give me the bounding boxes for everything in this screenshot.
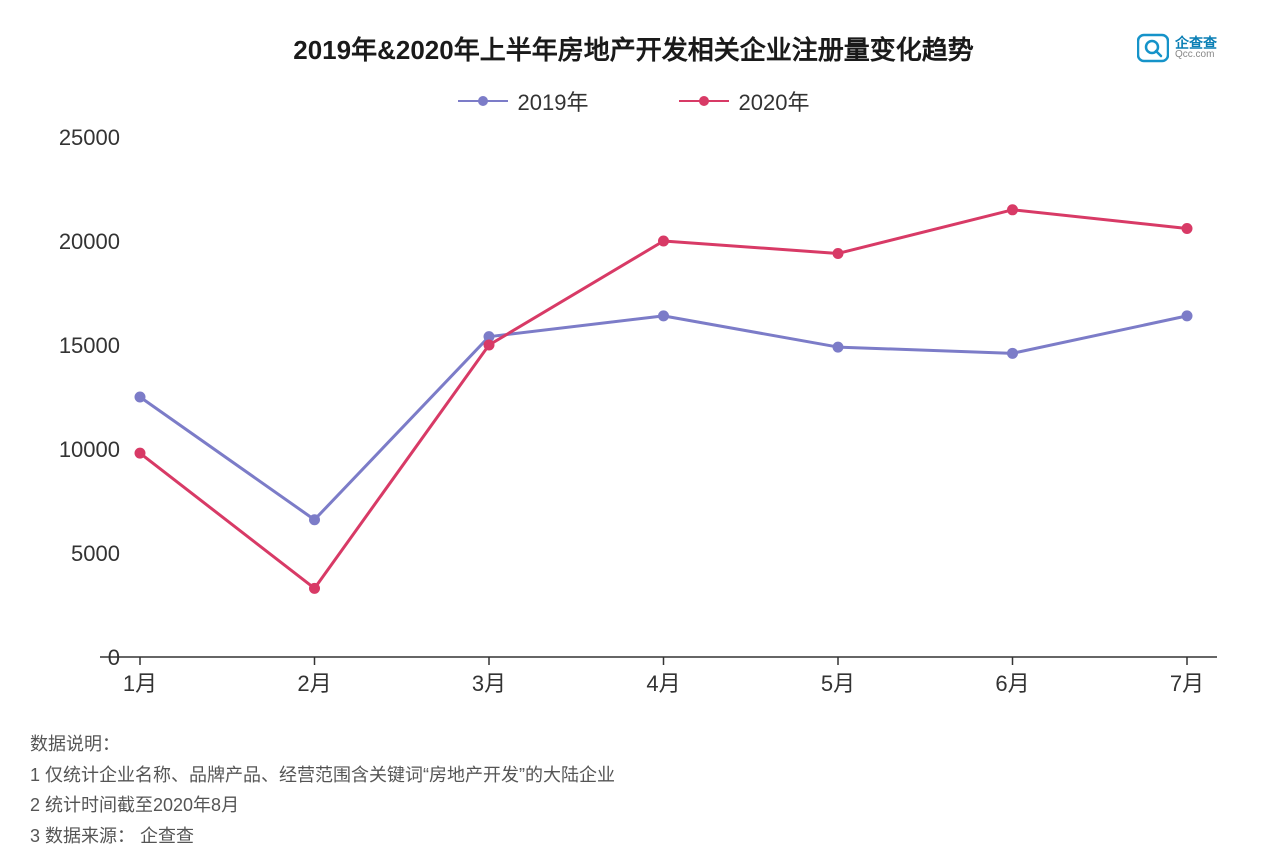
- chart-title: 2019年&2020年上半年房地产开发相关企业注册量变化趋势: [20, 30, 1247, 67]
- series-marker: [310, 515, 320, 525]
- notes-item: 2 统计时间截至2020年8月: [30, 790, 1247, 821]
- series-marker: [1008, 205, 1018, 215]
- series-marker: [833, 248, 843, 258]
- y-tick-label: 20000: [59, 229, 120, 254]
- legend-item: 2019年: [458, 85, 589, 117]
- chart-container: 2019年&2020年上半年房地产开发相关企业注册量变化趋势 企查查 Qcc.c…: [0, 0, 1267, 858]
- series-marker: [1182, 311, 1192, 321]
- logo-icon: [1137, 32, 1169, 64]
- series-marker: [310, 583, 320, 593]
- x-tick-label: 6月: [995, 671, 1029, 696]
- footer-notes: 数据说明： 1 仅统计企业名称、品牌产品、经营范围含关键词“房地产开发”的大陆企…: [20, 729, 1247, 851]
- series-marker: [135, 392, 145, 402]
- notes-header: 数据说明：: [30, 729, 1247, 760]
- legend-swatch: [679, 100, 729, 102]
- series-line: [140, 210, 1187, 589]
- legend-item: 2020年: [679, 85, 810, 117]
- series-marker: [659, 236, 669, 246]
- series-marker: [659, 311, 669, 321]
- legend-label: 2020年: [739, 85, 810, 117]
- x-tick-label: 3月: [472, 671, 506, 696]
- x-tick-label: 5月: [821, 671, 855, 696]
- plot-svg: 05000100001500020000250001月2月3月4月5月6月7月: [20, 127, 1247, 717]
- y-tick-label: 10000: [59, 437, 120, 462]
- series-marker: [1008, 348, 1018, 358]
- series-marker: [833, 342, 843, 352]
- series-marker: [135, 448, 145, 458]
- notes-item: 3 数据来源： 企查查: [30, 821, 1247, 852]
- legend: 2019年 2020年: [20, 85, 1247, 117]
- plot-area: 05000100001500020000250001月2月3月4月5月6月7月: [20, 127, 1247, 717]
- logo-text-en: Qcc.com: [1175, 50, 1217, 60]
- legend-swatch: [458, 100, 508, 102]
- x-tick-label: 2月: [297, 671, 331, 696]
- series-marker: [1182, 224, 1192, 234]
- x-tick-label: 4月: [646, 671, 680, 696]
- notes-item: 1 仅统计企业名称、品牌产品、经营范围含关键词“房地产开发”的大陆企业: [30, 760, 1247, 791]
- y-tick-label: 25000: [59, 127, 120, 150]
- logo: 企查查 Qcc.com: [1137, 32, 1217, 64]
- series-line: [140, 316, 1187, 520]
- y-tick-label: 5000: [71, 541, 120, 566]
- series-marker: [484, 340, 494, 350]
- logo-text-cn: 企查查: [1175, 36, 1217, 50]
- legend-label: 2019年: [518, 85, 589, 117]
- x-tick-label: 1月: [123, 671, 157, 696]
- x-tick-label: 7月: [1170, 671, 1204, 696]
- y-tick-label: 15000: [59, 333, 120, 358]
